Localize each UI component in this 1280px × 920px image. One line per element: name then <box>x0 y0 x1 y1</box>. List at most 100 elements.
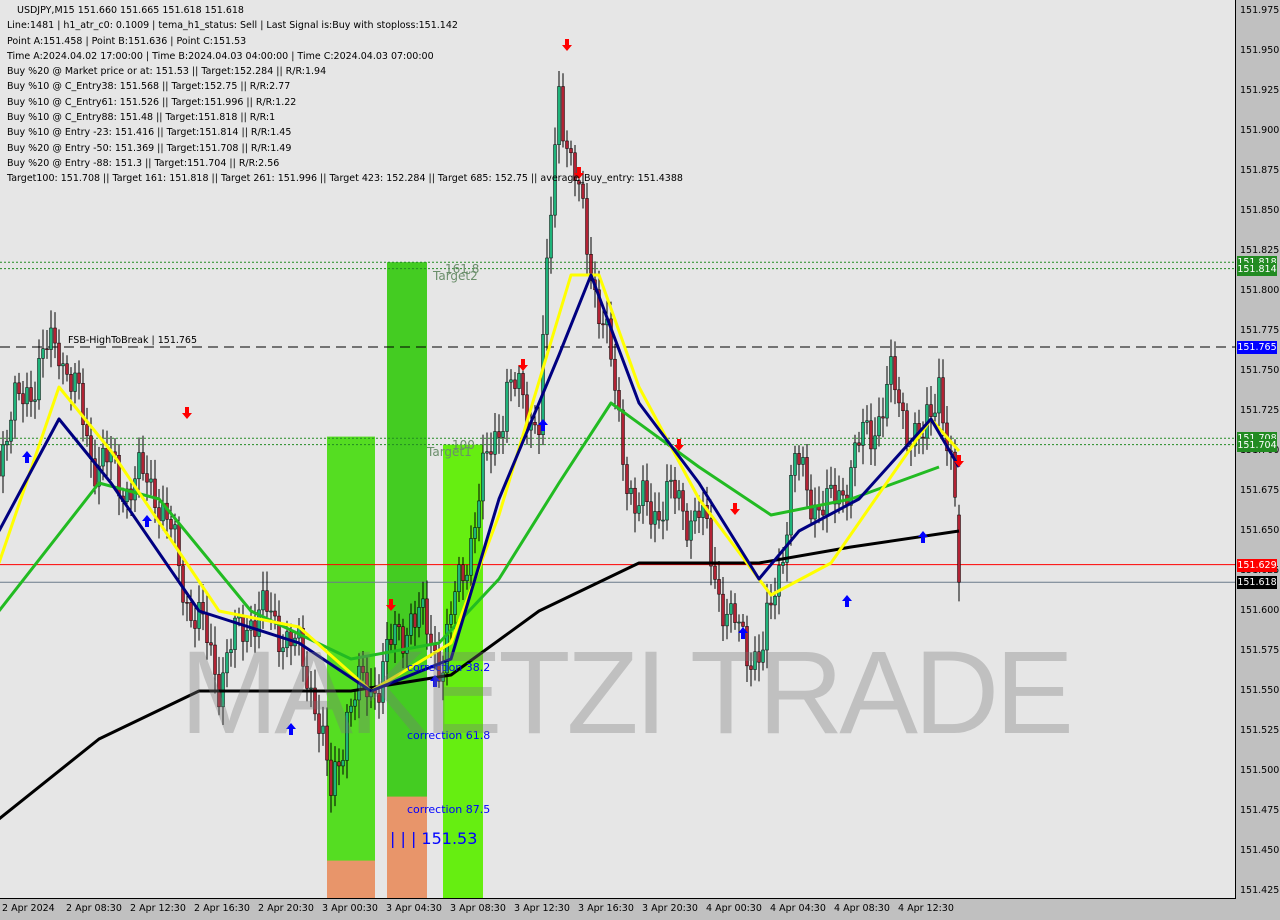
candle-body <box>201 602 205 615</box>
candle-body <box>569 148 573 154</box>
price-level-label: 151.814 <box>1237 262 1277 276</box>
candle-body <box>597 289 601 325</box>
candle-body <box>781 562 785 566</box>
candle-body <box>745 626 749 667</box>
candle-body <box>389 639 393 645</box>
candle-body <box>505 381 509 432</box>
candle-body <box>809 489 813 520</box>
target2-label: Target2 <box>433 269 478 283</box>
buy-arrow-icon <box>918 531 928 543</box>
moving-average-line <box>0 529 960 821</box>
time-tick: 3 Apr 16:30 <box>578 903 634 914</box>
candle-body <box>825 488 829 516</box>
candle-body <box>325 725 329 761</box>
candle-body <box>581 183 585 199</box>
price-tick: 151.575 <box>1240 645 1280 656</box>
point-c-label: | | | 151.53 <box>390 829 478 848</box>
candle-body <box>561 86 565 142</box>
candle-body <box>313 687 317 715</box>
candle-body <box>21 393 25 405</box>
symbol-title: USDJPY,M15 151.660 151.665 151.618 151.6… <box>17 5 244 16</box>
candle-body <box>657 511 661 521</box>
candle-body <box>377 693 381 703</box>
candle-body <box>149 478 153 483</box>
price-tick: 151.675 <box>1240 485 1280 496</box>
candle-body <box>517 373 521 389</box>
candle-body <box>341 760 345 767</box>
candle-body <box>153 478 157 508</box>
time-tick: 2 Apr 2024 <box>2 903 55 914</box>
candle-body <box>661 519 665 522</box>
target1-level: 100 <box>452 438 475 452</box>
watermark: MAKETZI TRADE <box>180 627 1074 759</box>
candle-body <box>421 598 425 608</box>
candle-body <box>465 574 469 582</box>
candle-body <box>37 358 41 401</box>
info-panel: USDJPY,M15 151.660 151.665 151.618 151.6… <box>7 3 683 187</box>
moving-average-line <box>0 273 961 693</box>
candle-body <box>261 590 265 611</box>
time-tick: 4 Apr 08:30 <box>834 903 890 914</box>
candle-body <box>861 422 865 446</box>
target-zone <box>327 860 375 898</box>
candle-body <box>537 424 541 436</box>
candle-body <box>957 514 961 583</box>
candle-body <box>697 510 701 518</box>
time-tick: 3 Apr 08:30 <box>450 903 506 914</box>
candle-body <box>317 713 321 734</box>
candle-body <box>473 527 477 539</box>
candle-body <box>897 389 901 404</box>
info-line: Buy %10 @ Entry -23: 151.416 || Target:1… <box>7 127 292 139</box>
sell-arrow-icon <box>574 167 584 179</box>
price-tick: 151.475 <box>1240 805 1280 816</box>
candle-body <box>641 480 645 506</box>
candle-body <box>173 524 177 530</box>
candle-body <box>637 505 641 514</box>
candle-body <box>557 86 561 145</box>
plot-area[interactable]: MAKETZI TRADE USDJPY,M15 151.660 151.665… <box>0 0 1236 899</box>
candle-body <box>245 629 249 642</box>
candle-body <box>589 254 593 281</box>
candle-body <box>385 639 389 662</box>
candle-body <box>489 451 493 455</box>
moving-average-line <box>0 401 940 661</box>
info-line: Target100: 151.708 || Target 161: 151.81… <box>7 173 683 185</box>
candle-body <box>773 595 777 606</box>
candle-body <box>61 363 65 367</box>
candle-body <box>721 593 725 627</box>
candle-body <box>797 453 801 465</box>
buy-arrow-icon <box>842 595 852 607</box>
candle-body <box>937 377 941 414</box>
time-tick: 3 Apr 20:30 <box>642 903 698 914</box>
candle-body <box>137 452 141 480</box>
candle-body <box>729 603 733 615</box>
target-zone <box>443 444 483 898</box>
info-line: Line:1481 | h1_atr_c0: 0.1009 | tema_h1_… <box>7 20 458 32</box>
candle-body <box>801 457 805 465</box>
candle-body <box>857 442 861 446</box>
candle-body <box>169 519 173 530</box>
info-line: Buy %10 @ C_Entry88: 151.48 || Target:15… <box>7 112 276 124</box>
candle-body <box>305 666 309 689</box>
price-chart <box>0 39 1235 898</box>
candle-body <box>609 318 613 360</box>
candle-body <box>105 447 109 463</box>
candle-body <box>901 402 905 412</box>
candle-body <box>849 467 853 506</box>
candle-body <box>453 591 457 615</box>
price-tick: 151.600 <box>1240 605 1280 616</box>
buy-arrow-icon <box>142 515 152 527</box>
candle-body <box>273 610 277 617</box>
candle-body <box>905 410 909 448</box>
candle-body <box>265 590 269 612</box>
candle-body <box>53 327 57 344</box>
candle-body <box>345 711 349 761</box>
candle-body <box>865 420 869 423</box>
candle-body <box>9 419 13 442</box>
price-tick: 151.525 <box>1240 725 1280 736</box>
candle-body <box>545 257 549 335</box>
info-line: Time A:2024.04.02 17:00:00 | Time B:2024… <box>7 50 434 62</box>
candle-body <box>777 565 781 597</box>
candle-body <box>485 451 489 454</box>
